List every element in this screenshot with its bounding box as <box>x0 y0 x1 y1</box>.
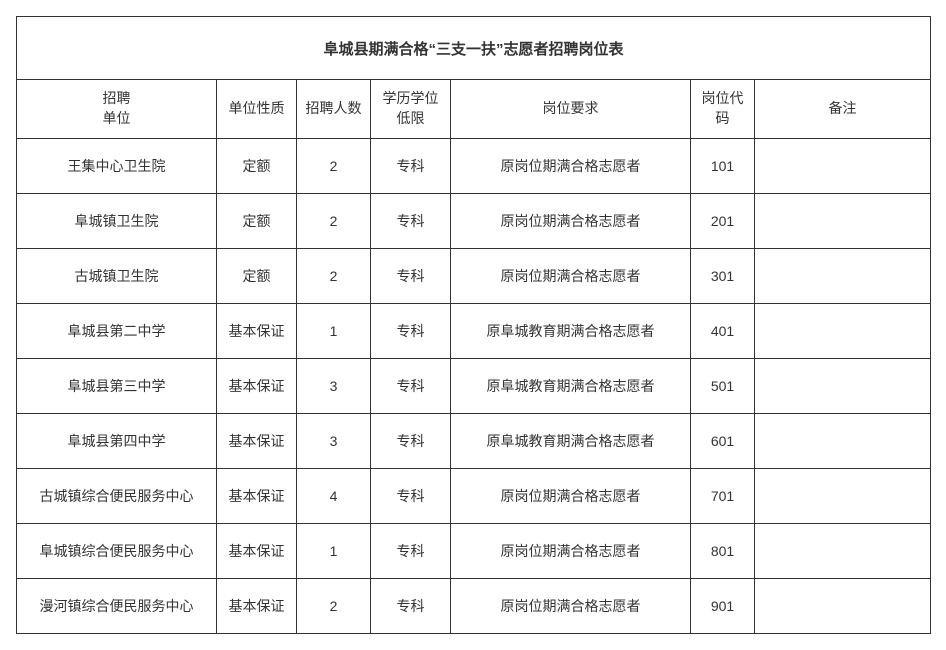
cell-req: 原岗位期满合格志愿者 <box>451 579 691 634</box>
cell-remark <box>755 469 931 524</box>
cell-code: 101 <box>691 139 755 194</box>
cell-nature: 定额 <box>217 249 297 304</box>
cell-count: 3 <box>297 359 371 414</box>
col-header-unit-line1: 招聘 <box>103 90 131 106</box>
cell-edu: 专科 <box>371 194 451 249</box>
col-header-code-line2: 码 <box>716 110 730 126</box>
cell-remark <box>755 304 931 359</box>
cell-count: 2 <box>297 579 371 634</box>
cell-remark <box>755 359 931 414</box>
cell-code: 601 <box>691 414 755 469</box>
cell-req: 原阜城教育期满合格志愿者 <box>451 414 691 469</box>
cell-nature: 定额 <box>217 194 297 249</box>
table-row: 王集中心卫生院定额2专科原岗位期满合格志愿者101 <box>17 139 931 194</box>
cell-code: 701 <box>691 469 755 524</box>
cell-code: 301 <box>691 249 755 304</box>
cell-remark <box>755 139 931 194</box>
cell-count: 4 <box>297 469 371 524</box>
col-header-count: 招聘人数 <box>297 80 371 139</box>
table-row: 阜城县第四中学基本保证3专科原阜城教育期满合格志愿者601 <box>17 414 931 469</box>
cell-edu: 专科 <box>371 469 451 524</box>
cell-count: 2 <box>297 139 371 194</box>
cell-nature: 定额 <box>217 139 297 194</box>
cell-count: 2 <box>297 249 371 304</box>
table-row: 漫河镇综合便民服务中心基本保证2专科原岗位期满合格志愿者901 <box>17 579 931 634</box>
cell-nature: 基本保证 <box>217 579 297 634</box>
table-header-row: 招聘 单位 单位性质 招聘人数 学历学位 低限 岗位要求 岗位代 码 备注 <box>17 80 931 139</box>
cell-count: 1 <box>297 304 371 359</box>
cell-unit: 漫河镇综合便民服务中心 <box>17 579 217 634</box>
cell-code: 501 <box>691 359 755 414</box>
cell-remark <box>755 249 931 304</box>
table-row: 阜城镇卫生院定额2专科原岗位期满合格志愿者201 <box>17 194 931 249</box>
table-row: 阜城镇综合便民服务中心基本保证1专科原岗位期满合格志愿者801 <box>17 524 931 579</box>
cell-remark <box>755 524 931 579</box>
cell-remark <box>755 579 931 634</box>
cell-edu: 专科 <box>371 249 451 304</box>
col-header-code: 岗位代 码 <box>691 80 755 139</box>
cell-count: 2 <box>297 194 371 249</box>
table-row: 阜城县第二中学基本保证1专科原阜城教育期满合格志愿者401 <box>17 304 931 359</box>
table-title: 阜城县期满合格“三支一扶”志愿者招聘岗位表 <box>17 17 931 80</box>
cell-remark <box>755 194 931 249</box>
cell-edu: 专科 <box>371 359 451 414</box>
recruitment-table: 阜城县期满合格“三支一扶”志愿者招聘岗位表 招聘 单位 单位性质 招聘人数 学历… <box>16 16 931 634</box>
cell-req: 原岗位期满合格志愿者 <box>451 139 691 194</box>
cell-edu: 专科 <box>371 579 451 634</box>
cell-req: 原岗位期满合格志愿者 <box>451 194 691 249</box>
cell-req: 原岗位期满合格志愿者 <box>451 524 691 579</box>
cell-code: 901 <box>691 579 755 634</box>
cell-nature: 基本保证 <box>217 414 297 469</box>
cell-nature: 基本保证 <box>217 304 297 359</box>
cell-code: 401 <box>691 304 755 359</box>
col-header-remark: 备注 <box>755 80 931 139</box>
cell-edu: 专科 <box>371 414 451 469</box>
cell-unit: 阜城镇卫生院 <box>17 194 217 249</box>
cell-count: 1 <box>297 524 371 579</box>
cell-remark <box>755 414 931 469</box>
col-header-edu-line1: 学历学位 <box>383 90 439 106</box>
col-header-edu: 学历学位 低限 <box>371 80 451 139</box>
cell-unit: 王集中心卫生院 <box>17 139 217 194</box>
col-header-code-line1: 岗位代 <box>702 90 744 106</box>
cell-count: 3 <box>297 414 371 469</box>
table-row: 古城镇综合便民服务中心基本保证4专科原岗位期满合格志愿者701 <box>17 469 931 524</box>
cell-unit: 阜城县第二中学 <box>17 304 217 359</box>
cell-req: 原阜城教育期满合格志愿者 <box>451 304 691 359</box>
cell-edu: 专科 <box>371 524 451 579</box>
col-header-unit-line2: 单位 <box>103 110 131 126</box>
cell-req: 原岗位期满合格志愿者 <box>451 469 691 524</box>
cell-unit: 阜城镇综合便民服务中心 <box>17 524 217 579</box>
cell-edu: 专科 <box>371 139 451 194</box>
cell-unit: 古城镇综合便民服务中心 <box>17 469 217 524</box>
col-header-unit: 招聘 单位 <box>17 80 217 139</box>
table-row: 古城镇卫生院定额2专科原岗位期满合格志愿者301 <box>17 249 931 304</box>
cell-nature: 基本保证 <box>217 469 297 524</box>
cell-req: 原岗位期满合格志愿者 <box>451 249 691 304</box>
cell-unit: 阜城县第三中学 <box>17 359 217 414</box>
col-header-edu-line2: 低限 <box>397 110 425 126</box>
cell-nature: 基本保证 <box>217 359 297 414</box>
cell-edu: 专科 <box>371 304 451 359</box>
cell-code: 201 <box>691 194 755 249</box>
col-header-req: 岗位要求 <box>451 80 691 139</box>
cell-code: 801 <box>691 524 755 579</box>
cell-unit: 古城镇卫生院 <box>17 249 217 304</box>
cell-unit: 阜城县第四中学 <box>17 414 217 469</box>
col-header-nature: 单位性质 <box>217 80 297 139</box>
cell-nature: 基本保证 <box>217 524 297 579</box>
table-body: 王集中心卫生院定额2专科原岗位期满合格志愿者101阜城镇卫生院定额2专科原岗位期… <box>17 139 931 634</box>
table-row: 阜城县第三中学基本保证3专科原阜城教育期满合格志愿者501 <box>17 359 931 414</box>
cell-req: 原阜城教育期满合格志愿者 <box>451 359 691 414</box>
